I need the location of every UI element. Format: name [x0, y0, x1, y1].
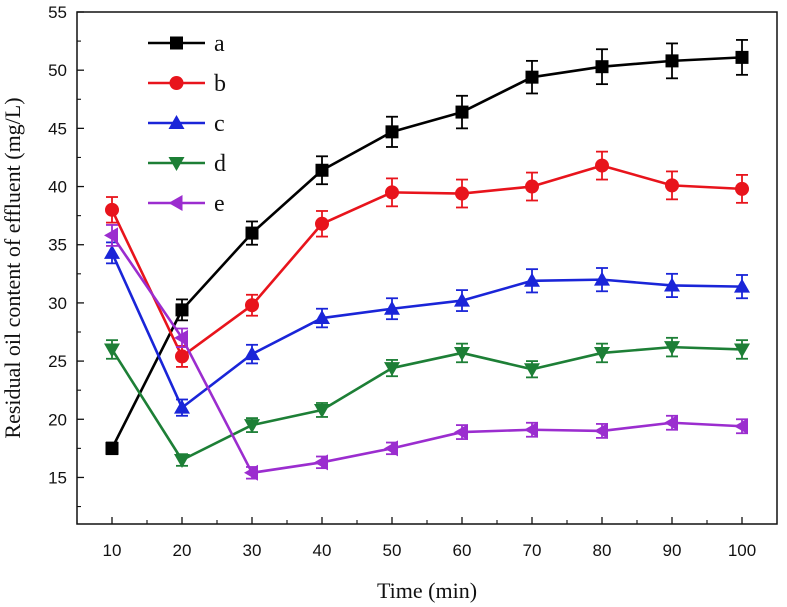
data-point-b: [105, 202, 119, 217]
data-point-e: [524, 421, 538, 438]
y-tick-label: 25: [48, 352, 67, 371]
data-point-b: [175, 349, 189, 364]
plot-frame: [76, 11, 778, 525]
series-a: [105, 39, 749, 456]
legend-label-e: e: [214, 191, 225, 217]
data-point-d: [524, 363, 540, 378]
legend-label-a: a: [214, 31, 225, 57]
data-point-c: [244, 346, 260, 361]
y-tick-label: 15: [48, 468, 67, 487]
data-point-d: [104, 343, 120, 358]
data-point-d: [594, 346, 610, 361]
data-point-d: [454, 346, 470, 361]
data-point-c: [524, 272, 540, 287]
series-line-a: [110, 56, 743, 449]
data-point-c: [734, 278, 750, 293]
data-point-e: [734, 418, 748, 435]
data-point-a: [105, 441, 119, 455]
x-tick-label: 10: [103, 541, 122, 560]
series-b: [105, 150, 749, 368]
data-point-c: [104, 244, 120, 259]
data-point-e: [104, 227, 118, 244]
legend-label-d: d: [214, 151, 226, 177]
x-tick-label: 50: [383, 541, 402, 560]
data-point-d: [384, 362, 400, 377]
legend-marker-b: [169, 76, 184, 90]
data-point-c: [594, 271, 610, 286]
data-point-d: [314, 403, 330, 418]
data-point-e: [664, 414, 678, 431]
series-layer: [104, 39, 750, 481]
series-line-e: [110, 234, 743, 475]
data-point-a: [665, 54, 679, 68]
x-tick-label: 90: [663, 541, 682, 560]
y-tick-label: 55: [48, 3, 67, 22]
x-tick-label: 30: [243, 541, 262, 560]
y-axis-title: Residual oil content of effluent (mg/L): [0, 97, 25, 438]
data-point-c: [454, 292, 470, 307]
x-tick-label: 40: [313, 541, 332, 560]
legend-marker-e: [168, 195, 183, 211]
y-tick-label: 45: [48, 119, 67, 138]
x-tick-label: 70: [523, 541, 542, 560]
data-point-e: [594, 422, 608, 439]
data-point-c: [314, 310, 330, 325]
x-tick-label: 80: [593, 541, 612, 560]
data-point-b: [455, 186, 469, 201]
axis-ticks: 10 20 30 40 50 60 70 80 90 100 15 20 25 30 35 40 45 50 55: [48, 3, 756, 560]
data-point-a: [385, 125, 399, 139]
data-point-e: [454, 424, 468, 441]
legend-label-c: c: [214, 111, 225, 137]
y-tick-label: 30: [48, 294, 67, 313]
data-point-a: [455, 105, 469, 119]
data-point-c: [384, 300, 400, 315]
legend-marker-c: [168, 115, 185, 129]
series-e: [104, 224, 748, 481]
data-point-b: [735, 181, 749, 196]
series-line-c: [110, 252, 743, 409]
data-point-e: [174, 329, 188, 346]
data-point-b: [665, 178, 679, 193]
data-point-a: [315, 163, 329, 177]
series-c: [104, 241, 750, 417]
data-point-d: [734, 343, 750, 358]
data-point-d: [244, 419, 260, 434]
legend-marker-d: [168, 157, 185, 171]
data-point-a: [735, 50, 749, 64]
legend-marker-a: [170, 36, 183, 50]
data-point-a: [525, 70, 539, 84]
data-point-b: [595, 158, 609, 173]
data-point-b: [525, 179, 539, 194]
data-point-b: [385, 185, 399, 200]
data-point-b: [245, 298, 259, 313]
series-d: [104, 336, 750, 468]
x-tick-label: 60: [453, 541, 472, 560]
data-point-e: [314, 454, 328, 471]
data-point-e: [384, 440, 398, 457]
data-point-c: [174, 399, 190, 414]
y-tick-label: 50: [48, 61, 67, 80]
x-axis-title: Time (min): [377, 578, 477, 603]
data-point-a: [245, 226, 259, 240]
data-point-a: [595, 60, 609, 74]
x-tick-label: 20: [173, 541, 192, 560]
data-point-d: [174, 454, 190, 468]
y-tick-label: 35: [48, 236, 67, 255]
x-tick-label: 100: [728, 541, 756, 560]
data-point-b: [315, 216, 329, 231]
legend-label-b: b: [214, 71, 226, 97]
y-tick-label: 40: [48, 178, 67, 197]
series-line-b: [110, 164, 743, 358]
data-point-a: [175, 303, 189, 317]
y-tick-label: 20: [48, 410, 67, 429]
data-point-e: [244, 464, 258, 481]
data-point-d: [664, 341, 680, 356]
series-line-d: [110, 345, 743, 462]
data-point-c: [664, 277, 680, 292]
